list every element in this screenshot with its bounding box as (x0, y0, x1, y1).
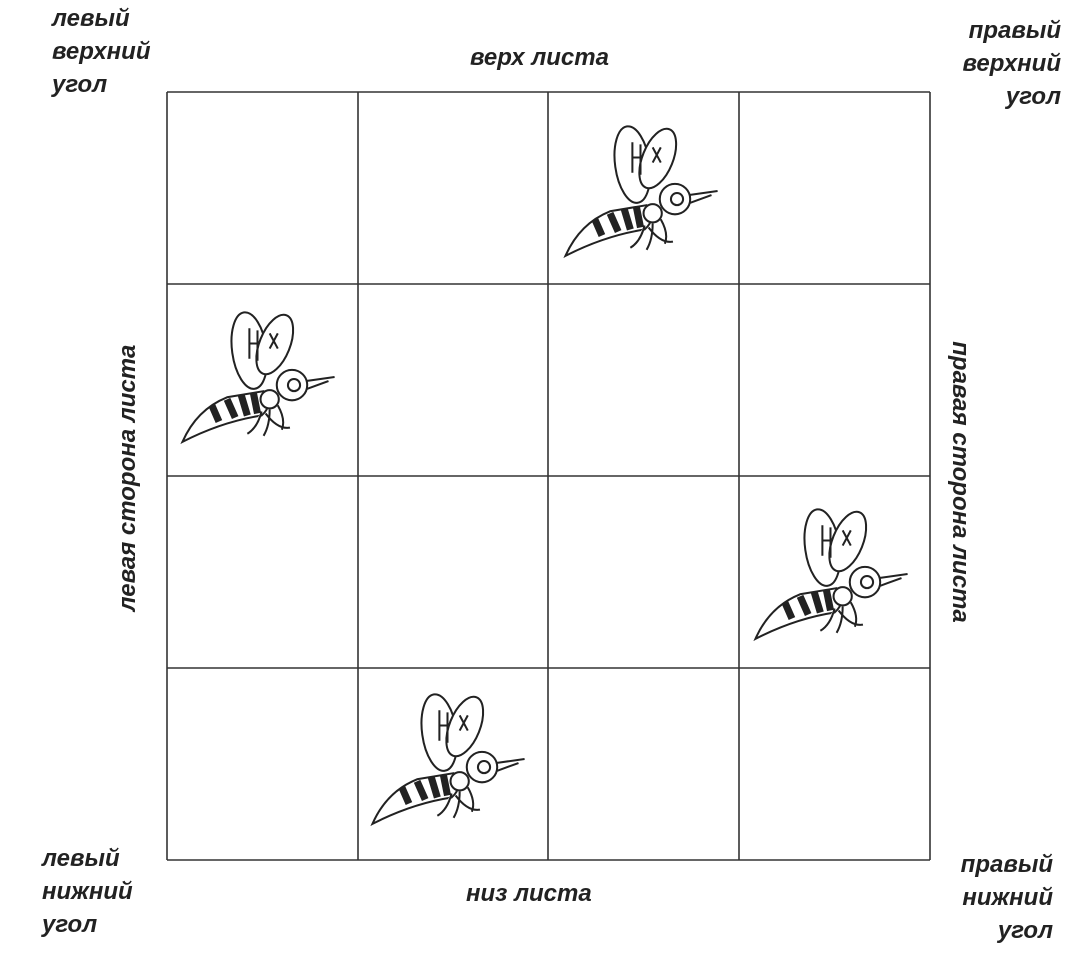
label-line: левый (42, 845, 120, 872)
grid (166, 91, 931, 861)
bee-icon (755, 507, 907, 639)
bee-icon (372, 692, 524, 824)
label-line: верхний (52, 38, 151, 65)
side-label-top: верх листа (470, 44, 609, 71)
corner-label: правый верхний угол (963, 14, 1061, 113)
side-label-bottom: низ листа (466, 880, 592, 907)
side-label-left: левая сторона листа (114, 344, 141, 612)
label-line: нижний (962, 884, 1053, 911)
side-label-right: правая сторона листа (947, 341, 974, 623)
label-line: нижний (42, 878, 133, 905)
label-line: угол (42, 911, 98, 938)
label-line: правый (960, 851, 1053, 878)
label-line: левый (52, 5, 130, 32)
label-line: угол (997, 917, 1053, 944)
corner-label: левый верхний угол (52, 2, 150, 101)
bee-icon (565, 124, 717, 256)
label-line: угол (52, 71, 108, 98)
bee-icon (182, 310, 334, 442)
label-line: верхний (962, 50, 1061, 77)
label-line: угол (1005, 83, 1061, 110)
corner-label: левый нижний угол (42, 842, 133, 941)
label-line: правый (968, 17, 1061, 44)
corner-label: правый нижний угол (961, 848, 1053, 947)
